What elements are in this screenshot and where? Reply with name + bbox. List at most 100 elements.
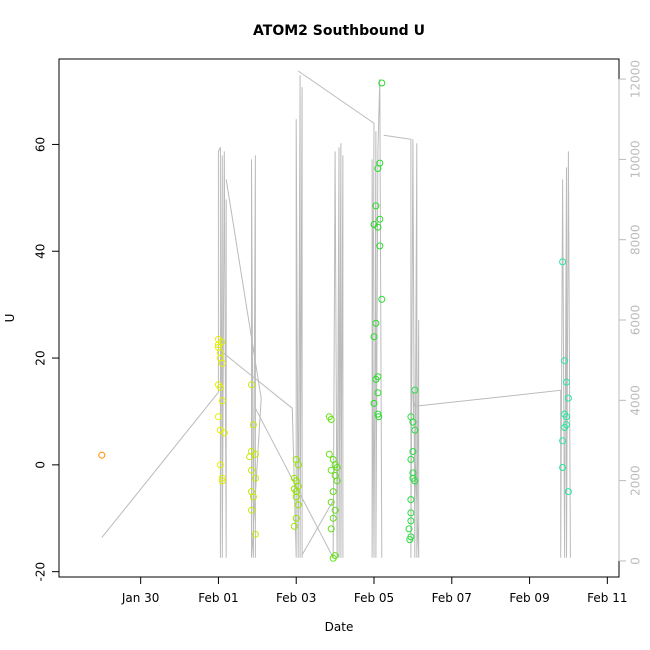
data-point-95	[563, 413, 570, 421]
data-point-59	[376, 242, 384, 250]
data-point-23	[251, 474, 259, 482]
left-y-axis: -20 0 20 40 60	[34, 137, 60, 581]
data-point-69	[370, 399, 378, 407]
data-point-52	[327, 525, 335, 533]
data-point-48	[329, 488, 337, 496]
chart-title: ATOM2 Southbound U	[253, 23, 425, 39]
data-point-58	[376, 215, 384, 223]
data-point-22	[248, 466, 255, 474]
data-point-56	[372, 202, 380, 210]
x-tick-label: Jan 30	[121, 591, 160, 605]
data-point-71	[375, 413, 383, 421]
data-point-93	[561, 424, 569, 431]
data-point-12	[216, 461, 224, 469]
data-point-27	[251, 530, 259, 538]
data-point-41	[325, 450, 333, 458]
y-axis-label: U	[3, 314, 17, 323]
data-point-62	[374, 165, 382, 172]
x-tick-label: Feb 09	[509, 591, 549, 605]
data-point-87	[559, 258, 567, 266]
data-point-21	[246, 453, 254, 461]
data-point-34	[292, 488, 300, 496]
data-point-8	[214, 413, 222, 421]
x-axis-label: Date	[325, 620, 354, 634]
data-point-15	[214, 343, 222, 351]
data-point-51	[329, 514, 337, 522]
x-axis: Jan 30 Feb 01 Feb 03 Feb 05 Feb 07 Feb 09 Feb …	[121, 576, 628, 605]
data-point-26	[248, 506, 255, 514]
data-point-13	[218, 477, 226, 485]
data-point-73	[409, 418, 417, 426]
right-tick-label: 6000	[629, 305, 643, 336]
right-tick-label: 8000	[629, 224, 643, 255]
data-point-29	[294, 461, 302, 469]
data-point-63	[378, 79, 386, 87]
left-tick-label: 0	[34, 461, 48, 469]
data-point-14	[218, 474, 226, 482]
data-point-0	[98, 451, 106, 459]
right-tick-label: 2000	[629, 465, 643, 496]
data-point-68	[374, 389, 382, 397]
data-point-77	[407, 456, 415, 463]
data-point-40	[327, 416, 335, 423]
data-point-11	[218, 397, 226, 405]
x-tick-label: Feb 05	[354, 591, 394, 605]
data-point-80	[411, 477, 419, 485]
data-point-45	[327, 466, 335, 474]
data-point-17	[248, 381, 255, 389]
data-point-25	[249, 493, 257, 501]
data-point-5	[218, 359, 226, 367]
data-point-60	[378, 295, 386, 303]
data-point-94	[559, 437, 567, 445]
data-point-38	[290, 522, 298, 530]
line-segment-4	[297, 70, 383, 558]
u-point-series	[98, 79, 572, 562]
data-point-64	[372, 319, 380, 327]
data-point-16	[218, 338, 226, 346]
data-point-57	[374, 223, 382, 231]
data-point-76	[409, 448, 417, 455]
data-point-7	[216, 383, 224, 391]
x-tick-label: Feb 11	[587, 591, 627, 605]
data-point-44	[333, 464, 341, 471]
data-point-47	[333, 477, 341, 485]
line-segment-1	[225, 155, 262, 558]
data-point-65	[370, 333, 378, 341]
data-point-54	[329, 554, 337, 562]
right-axis-line-series	[101, 70, 571, 558]
data-point-67	[374, 373, 382, 381]
right-tick-label: 10000	[629, 140, 643, 178]
data-point-36	[294, 501, 302, 509]
data-point-86	[406, 536, 414, 544]
data-point-84	[405, 525, 413, 533]
line-segment-7	[414, 151, 571, 558]
left-tick-label: 20	[34, 350, 48, 365]
line-segment-0	[101, 147, 227, 558]
right-tick-label: 4000	[629, 385, 643, 416]
line-segment-5	[301, 143, 344, 558]
data-point-75	[411, 386, 419, 394]
data-point-74	[411, 426, 419, 434]
data-point-10	[220, 429, 228, 437]
x-tick-label: Feb 01	[198, 591, 238, 605]
left-tick-label: 40	[34, 244, 48, 259]
data-point-82	[407, 509, 415, 517]
data-point-50	[331, 506, 339, 514]
x-tick-label: Feb 07	[432, 591, 472, 605]
data-point-49	[327, 498, 335, 506]
data-point-90	[564, 394, 572, 402]
x-tick-label: Feb 03	[276, 591, 316, 605]
data-point-37	[292, 514, 300, 522]
right-y-axis: 0 2000 4000 6000 8000 10000 12000	[618, 60, 643, 565]
data-point-83	[407, 517, 415, 525]
left-tick-label: 60	[34, 137, 48, 152]
data-point-96	[559, 464, 567, 471]
data-point-20	[251, 450, 259, 458]
data-point-78	[409, 469, 417, 477]
data-point-35	[292, 493, 300, 501]
right-tick-label: 12000	[629, 60, 643, 98]
data-point-88	[561, 357, 569, 365]
right-tick-label: 0	[629, 557, 643, 565]
line-segment-3	[221, 75, 303, 558]
